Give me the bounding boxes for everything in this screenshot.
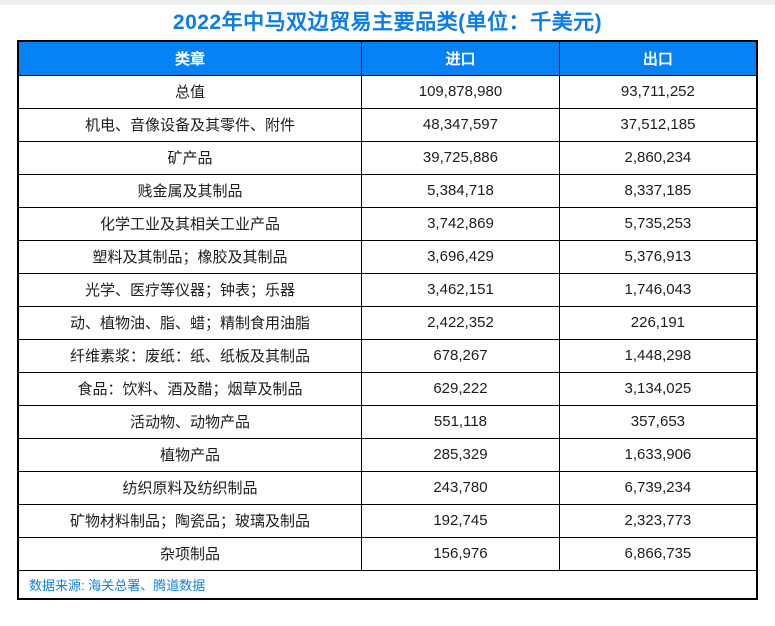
export-value-cell: 3,134,025 [558,371,758,406]
table-row: 机电、音像设备及其零件、附件 48,347,597 37,512,185 [17,107,758,142]
export-value-cell: 5,735,253 [558,206,758,241]
table-row: 动、植物油、脂、蜡；精制食用油脂 2,422,352 226,191 [17,305,758,340]
table-row: 食品：饮料、酒及醋；烟草及制品 629,222 3,134,025 [17,371,758,406]
category-cell: 贱金属及其制品 [17,173,363,208]
import-value-cell: 678,267 [361,338,560,373]
category-cell: 杂项制品 [17,536,363,571]
export-value-cell: 2,860,234 [558,140,758,175]
export-value-cell: 37,512,185 [558,107,758,142]
category-cell: 矿物材料制品；陶瓷品；玻璃及制品 [17,503,363,538]
category-cell: 活动物、动物产品 [17,404,363,439]
export-value-cell: 8,337,185 [558,173,758,208]
category-cell: 化学工业及其相关工业产品 [17,206,363,241]
export-value-cell: 93,711,252 [558,74,758,109]
column-header-import: 进口 [361,40,560,76]
import-value-cell: 2,422,352 [361,305,560,340]
table-row: 纺织原料及纺织制品 243,780 6,739,234 [17,470,758,505]
import-value-cell: 551,118 [361,404,560,439]
export-value-cell: 1,746,043 [558,272,758,307]
category-cell: 植物产品 [17,437,363,472]
category-cell: 机电、音像设备及其零件、附件 [17,107,363,142]
import-value-cell: 156,976 [361,536,560,571]
trade-table: 类章 进口 出口 总值 109,878,980 93,711,252 机电、音像设备及… [17,40,758,600]
category-cell: 矿产品 [17,140,363,175]
export-value-cell: 6,866,735 [558,536,758,571]
category-cell: 纤维素浆：废纸：纸、纸板及其制品 [17,338,363,373]
data-source-note: 数据来源: 海关总署、腾道数据 [17,569,758,600]
table-row: 植物产品 285,329 1,633,906 [17,437,758,472]
column-header-export: 出口 [558,40,758,76]
export-value-cell: 357,653 [558,404,758,439]
table-row: 贱金属及其制品 5,384,718 8,337,185 [17,173,758,208]
import-value-cell: 3,462,151 [361,272,560,307]
export-value-cell: 5,376,913 [558,239,758,274]
table-row: 光学、医疗等仪器；钟表；乐器 3,462,151 1,746,043 [17,272,758,307]
table-row: 总值 109,878,980 93,711,252 [17,74,758,109]
header-row: 类章 进口 出口 [17,40,758,76]
column-header-category: 类章 [17,40,363,76]
import-value-cell: 39,725,886 [361,140,560,175]
import-value-cell: 5,384,718 [361,173,560,208]
table-row: 杂项制品 156,976 6,866,735 [17,536,758,571]
export-value-cell: 2,323,773 [558,503,758,538]
source-row: 数据来源: 海关总署、腾道数据 [17,569,758,600]
import-value-cell: 48,347,597 [361,107,560,142]
table-row: 化学工业及其相关工业产品 3,742,869 5,735,253 [17,206,758,241]
table-row: 矿物材料制品；陶瓷品；玻璃及制品 192,745 2,323,773 [17,503,758,538]
category-cell: 食品：饮料、酒及醋；烟草及制品 [17,371,363,406]
table-footer: 数据来源: 海关总署、腾道数据 [17,569,758,600]
export-value-cell: 226,191 [558,305,758,340]
table-row: 矿产品 39,725,886 2,860,234 [17,140,758,175]
table-row: 活动物、动物产品 551,118 357,653 [17,404,758,439]
export-value-cell: 1,633,906 [558,437,758,472]
import-value-cell: 629,222 [361,371,560,406]
category-cell: 塑料及其制品；橡胶及其制品 [17,239,363,274]
export-value-cell: 1,448,298 [558,338,758,373]
table-row: 塑料及其制品；橡胶及其制品 3,696,429 5,376,913 [17,239,758,274]
top-edge-strip [0,0,775,5]
import-value-cell: 192,745 [361,503,560,538]
export-value-cell: 6,739,234 [558,470,758,505]
import-value-cell: 285,329 [361,437,560,472]
category-cell: 纺织原料及纺织制品 [17,470,363,505]
category-cell: 动、植物油、脂、蜡；精制食用油脂 [17,305,363,340]
table-body: 总值 109,878,980 93,711,252 机电、音像设备及其零件、附件 48,… [17,74,758,571]
import-value-cell: 3,696,429 [361,239,560,274]
page-title: 2022年中马双边贸易主要品类(单位：千美元) [172,11,603,34]
table-header: 类章 进口 出口 [17,40,758,76]
table-row: 纤维素浆：废纸：纸、纸板及其制品 678,267 1,448,298 [17,338,758,373]
category-cell: 光学、医疗等仪器；钟表；乐器 [17,272,363,307]
import-value-cell: 109,878,980 [361,74,560,109]
import-value-cell: 3,742,869 [361,206,560,241]
category-cell: 总值 [17,74,363,109]
import-value-cell: 243,780 [361,470,560,505]
